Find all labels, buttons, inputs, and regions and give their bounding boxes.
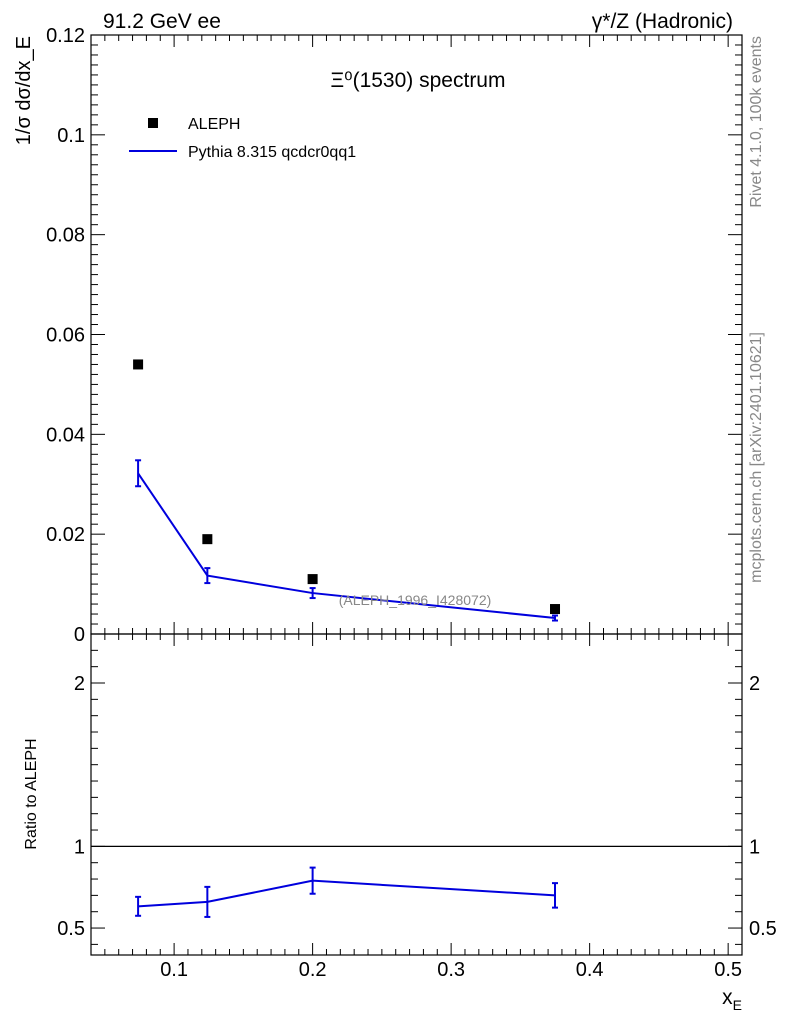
legend-aleph-marker — [148, 118, 158, 128]
ratio-y-tick-label-right: 0.5 — [749, 918, 777, 940]
header-energy-label: 91.2 GeV ee — [103, 10, 221, 33]
analysis-watermark: (ALEPH_1996_I428072) — [339, 592, 492, 608]
main-y-tick-label: 0.12 — [46, 25, 85, 47]
ratio-y-axis-label: Ratio to ALEPH — [23, 738, 40, 849]
aleph-data-point — [133, 359, 144, 370]
ratio-plot-frame — [90, 633, 743, 956]
ratio-y-tick-label: 2 — [74, 673, 85, 695]
x-tick-label: 0.4 — [576, 959, 604, 981]
x-axis-label: xE — [722, 986, 742, 1013]
main-axes: 0 0.02 0.04 0.06 0.08 0.1 0.12 — [46, 25, 743, 646]
legend-aleph-label: ALEPH — [188, 116, 240, 133]
pythia-line — [137, 472, 556, 620]
ratio-axes: 0.5 0.5 1 1 2 2 0.1 0.2 0.3 0.4 0.5 — [57, 634, 777, 981]
header-process-label: γ*/Z (Hadronic) — [592, 10, 733, 33]
aleph-data-point — [550, 604, 561, 615]
x-tick-label: 0.5 — [714, 959, 742, 981]
ratio-y-tick-label: 1 — [74, 836, 85, 858]
ratio-line — [138, 879, 556, 908]
x-tick-label: 0.1 — [160, 959, 188, 981]
main-y-tick-label: 0.1 — [57, 125, 85, 147]
aleph-data-point — [202, 534, 213, 545]
main-y-tick-label: 0.06 — [46, 325, 85, 347]
x-tick-label: 0.3 — [437, 959, 465, 981]
main-y-axis-label: 1/σ dσ/dx_E — [13, 36, 35, 145]
main-y-tick-label: 0.04 — [46, 424, 85, 446]
main-y-tick-label: 0.02 — [46, 524, 85, 546]
ratio-y-tick-label-right: 2 — [749, 673, 760, 695]
ratio-y-tick-label-right: 1 — [749, 836, 760, 858]
aleph-data-point — [307, 574, 318, 585]
main-y-tick-label: 0 — [74, 624, 85, 646]
x-tick-label: 0.2 — [299, 959, 327, 981]
mcplots-source-label: mcplots.cern.ch [arXiv:2401.10621] — [748, 332, 765, 583]
main-y-tick-label: 0.08 — [46, 225, 85, 247]
ratio-y-tick-label: 0.5 — [57, 918, 85, 940]
main-plot-title: Ξ⁰(1530) spectrum — [331, 69, 506, 92]
rivet-version-label: Rivet 4.1.0, 100k events — [748, 36, 765, 208]
legend-pythia-label: Pythia 8.315 qcdcr0qq1 — [188, 144, 356, 161]
